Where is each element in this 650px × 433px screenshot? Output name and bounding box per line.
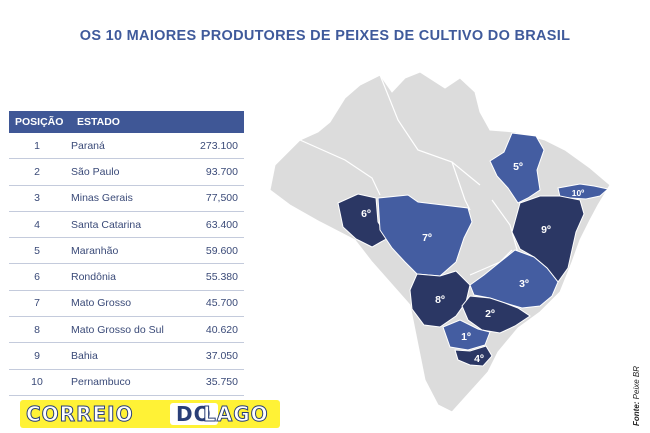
logo-word-do: DO [170,403,218,425]
ranking-table: POSIÇÃO ESTADO 1 Paraná 273.100 2 São Paulo… [9,111,244,396]
table-row: 7 Mato Grosso 45.700 [9,290,244,318]
source-label: Fonte: [632,401,641,426]
state-borders [299,74,521,276]
state-mato-grosso [377,194,473,277]
state-maranhao [489,132,545,204]
row-state: Maranhão [71,237,189,265]
row-position: 5 [9,237,71,265]
map-label-rank-7: 7º [422,232,432,244]
row-state: Mato Grosso do Sul [71,316,189,344]
row-value: 45.700 [188,290,244,318]
row-value: 37.050 [188,342,244,370]
row-position: 10 [9,369,71,396]
row-position: 3 [9,185,71,212]
logo-word-correio: CORREIO [26,402,134,427]
table-row: 1 Paraná 273.100 [9,133,244,160]
map-label-rank-10: 10º [572,188,585,198]
row-position: 8 [9,316,71,344]
state-parana [442,319,491,351]
state-minas-gerais [469,249,559,309]
row-value: 63.400 [188,211,244,239]
map-label-rank-2: 2º [485,308,495,320]
state-mato-grosso-do-sul [409,270,471,328]
row-value: 77,500 [188,185,244,212]
state-bahia [511,195,585,283]
row-state: Santa Catarina [71,211,189,239]
map-label-rank-6: 6º [361,208,371,220]
table-row: 5 Maranhão 59.600 [9,237,244,265]
row-value: 35.750 [188,369,244,396]
header-position: POSIÇÃO [9,111,71,133]
map-label-rank-5: 5º [513,161,523,173]
row-state: Rondônia [71,263,189,291]
row-value: 273.100 [188,133,244,160]
table-row: 4 Santa Catarina 63.400 [9,211,244,239]
correio-do-lago-logo: CORREIO DO LAGO [20,400,280,428]
row-position: 7 [9,290,71,318]
table-row: 2 São Paulo 93.700 [9,158,244,186]
row-state: Minas Gerais [71,185,189,212]
row-state: Paraná [71,133,189,160]
map-label-rank-8: 8º [435,294,445,306]
table-row: 9 Bahia 37.050 [9,342,244,370]
row-state: São Paulo [71,158,189,186]
table-row: 3 Minas Gerais 77,500 [9,185,244,212]
state-sao-paulo [461,295,531,334]
table-row: 8 Mato Grosso do Sul 40.620 [9,316,244,344]
table-header-row: POSIÇÃO ESTADO [9,111,244,133]
row-state: Mato Grosso [71,290,189,318]
row-position: 4 [9,211,71,239]
source-text: Peixe BR [632,365,641,400]
row-position: 1 [9,133,71,160]
row-state: Pernambuco [71,369,189,396]
row-value: 40.620 [188,316,244,344]
map-label-rank-4: 4º [474,353,484,365]
brazil-map: 1º 2º 3º 4º 5º 6º 7º 8º 9º 10º [269,71,611,413]
row-value: 59.600 [188,237,244,265]
map-label-rank-9: 9º [541,224,551,236]
table-row: 6 Rondônia 55.380 [9,263,244,291]
state-santa-catarina [454,345,493,367]
map-label-rank-1: 1º [461,331,471,343]
header-value [188,111,244,133]
logo-word-lago: LAGO [203,402,269,427]
row-position: 9 [9,342,71,370]
table-row: 10 Pernambuco 35.750 [9,369,244,396]
row-state: Bahia [71,342,189,370]
row-position: 2 [9,158,71,186]
row-value: 55.380 [188,263,244,291]
chart-title: OS 10 MAIORES PRODUTORES DE PEIXES DE CU… [79,28,571,44]
map-label-rank-3: 3º [519,278,529,290]
header-state: ESTADO [71,111,189,133]
source-note: Fonte: Peixe BR [632,366,641,426]
row-value: 93.700 [188,158,244,186]
row-position: 6 [9,263,71,291]
